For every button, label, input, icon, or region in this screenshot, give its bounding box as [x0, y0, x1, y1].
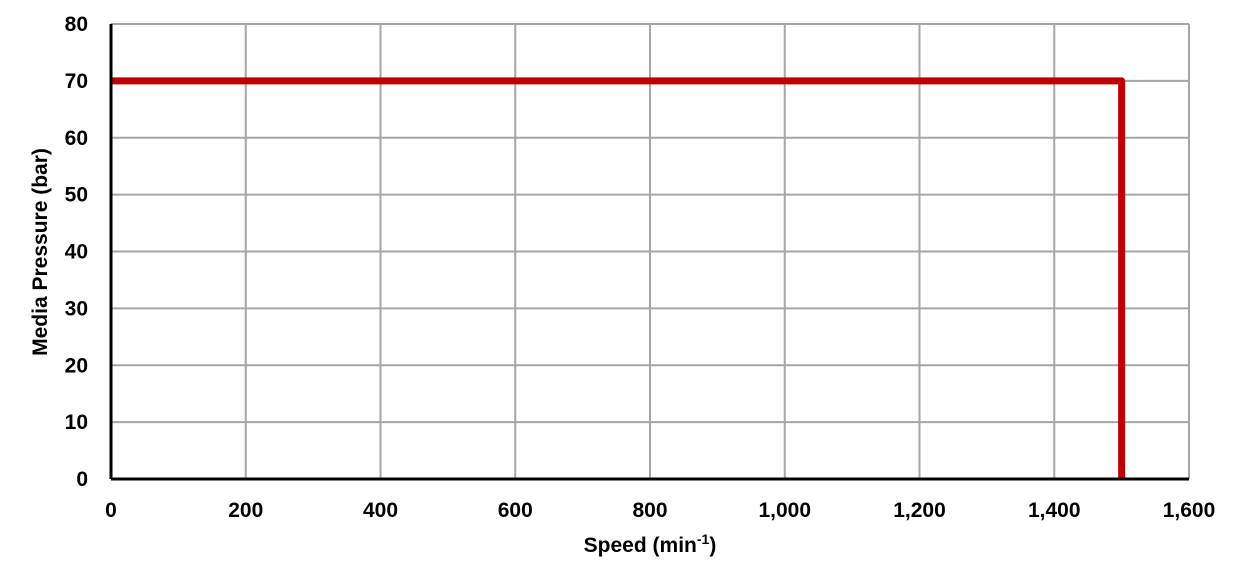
x-axis-title: Speed (min-1)	[584, 531, 717, 557]
x-axis-title-superscript: -1	[697, 531, 710, 547]
x-axis-title-suffix: )	[709, 534, 716, 557]
axes	[109, 24, 1189, 481]
y-tick-label: 80	[65, 13, 88, 36]
x-axis-title-main: Speed (min	[584, 534, 697, 557]
y-tick-labels: 0 10 20 30 40 50 60 70 80	[65, 13, 88, 491]
y-tick-label: 0	[76, 468, 88, 491]
y-tick-label: 40	[65, 241, 88, 264]
y-tick-label: 70	[65, 70, 88, 93]
x-tick-label: 600	[498, 499, 533, 522]
x-tick-label: 1,200	[893, 499, 946, 522]
x-tick-label: 400	[363, 499, 398, 522]
y-tick-label: 30	[65, 297, 88, 320]
series-line	[111, 77, 1126, 479]
y-tick-label: 10	[65, 411, 88, 434]
grid	[111, 23, 1190, 479]
y-tick-label: 20	[65, 354, 88, 377]
y-axis-title: Media Pressure (bar)	[29, 148, 52, 356]
x-tick-label: 1,400	[1028, 499, 1081, 522]
y-tick-label: 50	[65, 184, 88, 207]
x-tick-label: 1,000	[758, 499, 811, 522]
x-tick-label: 800	[632, 499, 667, 522]
y-tick-label: 60	[65, 127, 88, 150]
x-tick-label: 1,600	[1163, 499, 1216, 522]
x-tick-labels: 0 200 400 600 800 1,000 1,200 1,400 1,600	[105, 499, 1215, 522]
x-tick-label: 0	[105, 499, 117, 522]
series-layer	[110, 77, 1126, 480]
x-tick-label: 200	[228, 499, 263, 522]
